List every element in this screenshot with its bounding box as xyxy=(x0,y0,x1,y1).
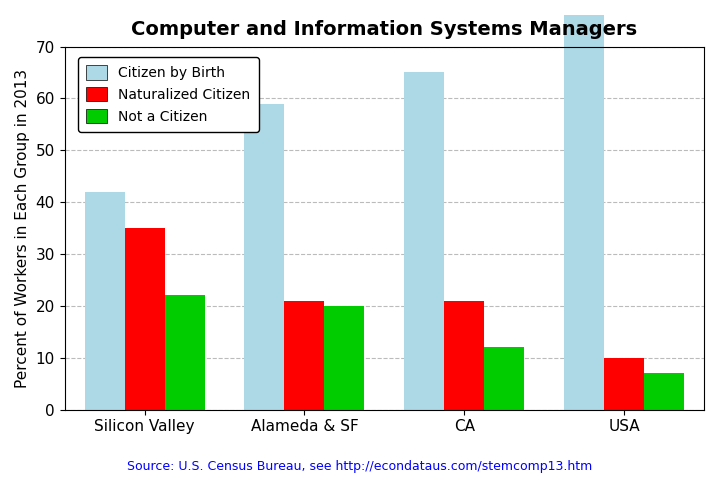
Title: Computer and Information Systems Managers: Computer and Information Systems Manager… xyxy=(132,21,637,40)
Bar xyxy=(285,301,324,410)
Bar xyxy=(404,73,444,410)
Bar xyxy=(244,104,285,410)
Bar xyxy=(604,358,644,410)
Bar xyxy=(444,301,484,410)
Y-axis label: Percent of Workers in Each Group in 2013: Percent of Workers in Each Group in 2013 xyxy=(15,68,30,388)
Bar xyxy=(165,295,204,410)
Bar xyxy=(324,306,365,410)
Legend: Citizen by Birth, Naturalized Citizen, Not a Citizen: Citizen by Birth, Naturalized Citizen, N… xyxy=(78,57,259,132)
Bar xyxy=(564,15,604,410)
Bar xyxy=(85,192,124,410)
Bar xyxy=(644,373,684,410)
Bar xyxy=(124,228,165,410)
Text: Source: U.S. Census Bureau, see http://econdataus.com/stemcomp13.htm: Source: U.S. Census Bureau, see http://e… xyxy=(127,460,592,473)
Bar xyxy=(484,348,524,410)
